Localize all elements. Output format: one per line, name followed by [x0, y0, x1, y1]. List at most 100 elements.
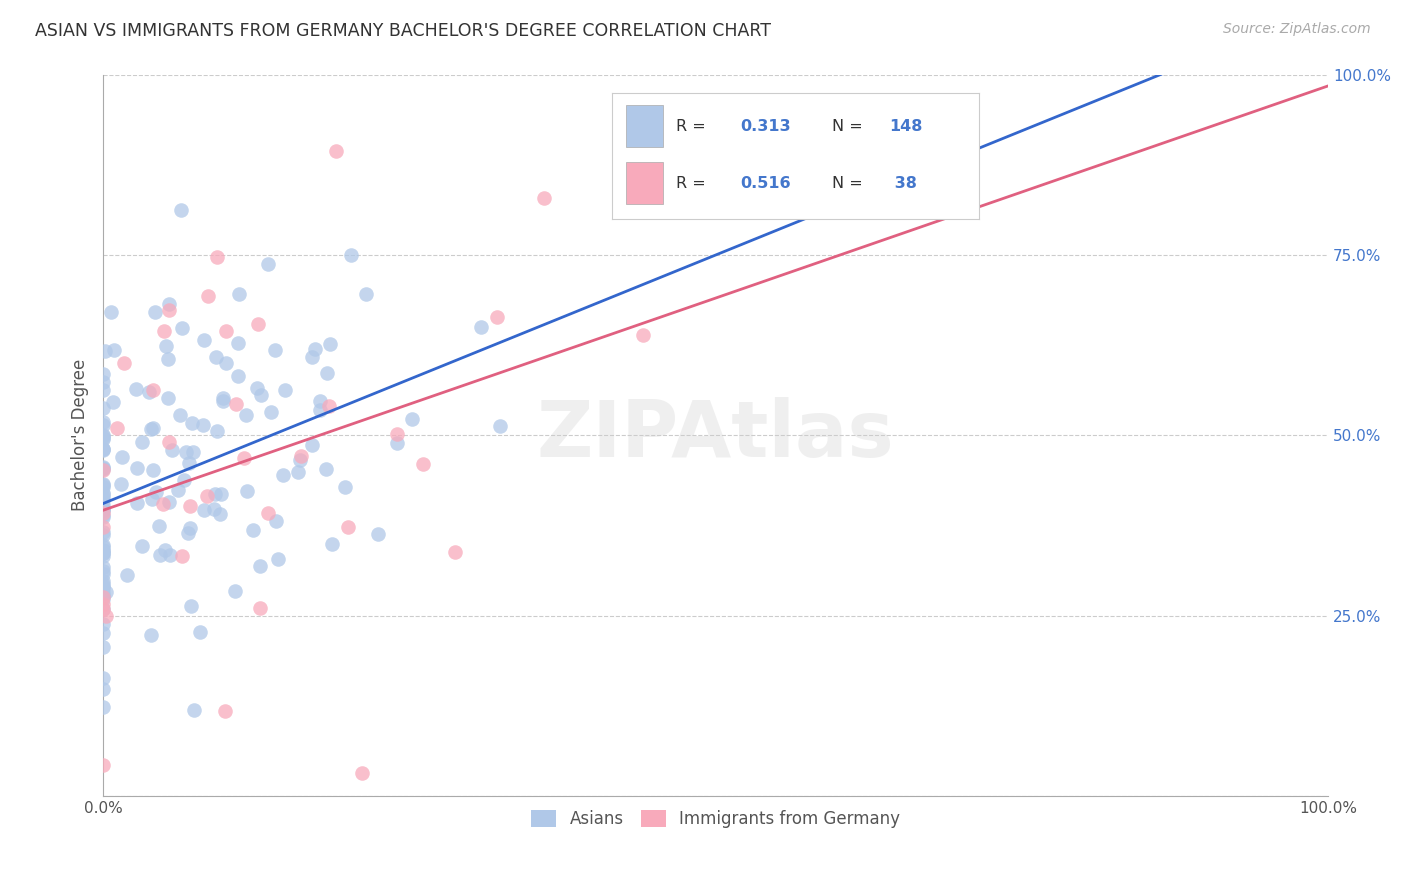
Point	[91, 546, 114, 560]
Point	[208, 507, 231, 521]
Point	[94, 585, 117, 599]
Point	[173, 473, 195, 487]
Point	[290, 453, 312, 467]
Point	[91, 431, 114, 445]
Point	[91, 598, 114, 612]
Point	[443, 545, 465, 559]
Point	[401, 412, 423, 426]
Point	[301, 438, 323, 452]
Point	[249, 600, 271, 615]
Point	[181, 445, 204, 459]
Point	[162, 443, 184, 458]
Point	[111, 450, 134, 464]
Point	[91, 567, 114, 582]
Point	[91, 602, 114, 616]
Point	[308, 394, 330, 409]
Point	[260, 405, 283, 419]
Point	[91, 463, 114, 477]
Point	[143, 305, 166, 319]
Point	[325, 144, 347, 158]
Point	[91, 492, 114, 507]
Point	[141, 492, 163, 507]
Point	[170, 321, 193, 335]
Point	[91, 442, 114, 456]
Point	[215, 356, 238, 370]
Point	[236, 484, 259, 499]
Point	[387, 435, 409, 450]
Point	[91, 700, 114, 714]
Point	[319, 336, 342, 351]
Point	[179, 500, 201, 514]
Point	[91, 367, 114, 381]
Point	[91, 757, 114, 772]
Point	[204, 487, 226, 501]
Point	[115, 568, 138, 582]
Point	[183, 703, 205, 717]
Point	[336, 520, 359, 534]
Point	[249, 387, 271, 401]
Point	[193, 333, 215, 347]
Point	[180, 416, 202, 430]
Point	[91, 560, 114, 574]
Point	[91, 616, 114, 631]
Point	[91, 527, 114, 541]
Point	[264, 515, 287, 529]
Point	[91, 401, 114, 415]
Point	[91, 490, 114, 504]
Point	[304, 342, 326, 356]
Point	[205, 250, 228, 264]
Point	[157, 391, 180, 405]
Point	[167, 483, 190, 497]
Point	[225, 397, 247, 411]
Point	[91, 574, 114, 588]
Point	[271, 467, 294, 482]
Point	[152, 497, 174, 511]
Point	[263, 343, 285, 357]
Point	[257, 256, 280, 270]
Point	[155, 339, 177, 353]
Point	[91, 540, 114, 554]
Point	[91, 602, 114, 616]
Y-axis label: Bachelor's Degree: Bachelor's Degree	[72, 359, 89, 511]
Point	[91, 487, 114, 501]
Point	[188, 625, 211, 640]
Point	[91, 510, 114, 524]
Point	[157, 297, 180, 311]
Point	[197, 489, 219, 503]
Point	[110, 477, 132, 491]
Point	[91, 502, 114, 516]
Point	[385, 427, 408, 442]
Point	[91, 577, 114, 591]
Point	[249, 559, 271, 574]
Point	[138, 384, 160, 399]
Point	[233, 450, 256, 465]
Point	[91, 625, 114, 640]
Point	[179, 521, 201, 535]
Point	[127, 460, 149, 475]
Point	[308, 403, 330, 417]
Point	[91, 640, 114, 654]
Point	[91, 442, 114, 457]
Point	[148, 518, 170, 533]
Text: Source: ZipAtlas.com: Source: ZipAtlas.com	[1223, 22, 1371, 37]
Point	[149, 548, 172, 562]
Point	[287, 465, 309, 479]
Point	[91, 682, 114, 697]
Point	[318, 400, 340, 414]
Point	[193, 503, 215, 517]
Point	[91, 520, 114, 534]
Point	[91, 549, 114, 563]
Point	[94, 343, 117, 358]
Point	[209, 487, 232, 501]
Point	[91, 442, 114, 457]
Point	[91, 429, 114, 443]
Point	[139, 422, 162, 436]
Point	[91, 376, 114, 390]
Point	[321, 537, 343, 551]
Point	[412, 457, 434, 471]
Point	[214, 704, 236, 718]
Point	[339, 248, 361, 262]
Point	[91, 546, 114, 560]
Point	[91, 477, 114, 491]
Point	[226, 369, 249, 384]
